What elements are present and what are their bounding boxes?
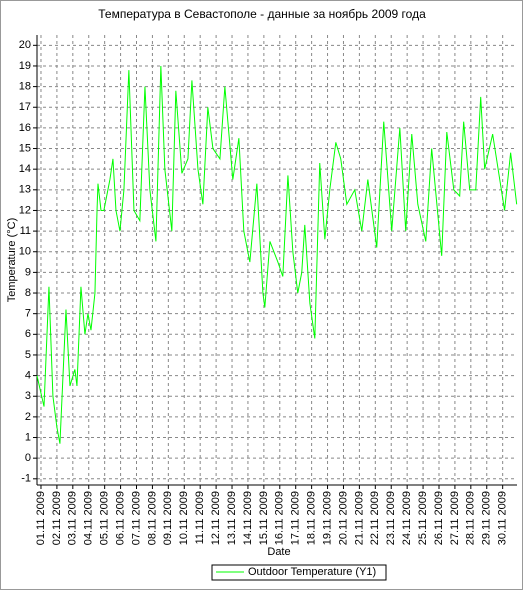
x-tick-label: 22.11 2009 bbox=[369, 491, 381, 545]
x-tick-label: 23.11 2009 bbox=[385, 491, 397, 545]
y-tick-label: 19 bbox=[19, 60, 31, 72]
x-tick-label: 05.11 2009 bbox=[99, 491, 111, 545]
y-tick-label: 2 bbox=[25, 411, 31, 423]
x-tick-label: 17.11 2009 bbox=[290, 491, 302, 545]
chart-title: Температура в Севастополе - данные за но… bbox=[98, 7, 426, 21]
y-tick-label: 0 bbox=[25, 452, 31, 464]
x-tick-label: 14.11 2009 bbox=[242, 491, 254, 545]
y-tick-label: 16 bbox=[19, 122, 31, 134]
x-tick-label: 08.11 2009 bbox=[146, 491, 158, 545]
x-tick-label: 28.11 2009 bbox=[465, 491, 477, 545]
x-tick-label: 24.11 2009 bbox=[401, 491, 413, 545]
y-tick-label: 9 bbox=[25, 266, 31, 278]
y-tick-label: 10 bbox=[19, 246, 31, 258]
data-line bbox=[36, 65, 518, 444]
x-tick-label: 07.11 2009 bbox=[130, 491, 142, 545]
y-tick-label: 5 bbox=[25, 349, 31, 361]
x-tick-label: 15.11 2009 bbox=[258, 491, 270, 545]
y-tick-label: 1 bbox=[25, 431, 31, 443]
y-tick-label: 20 bbox=[19, 39, 31, 51]
y-tick-label: 6 bbox=[25, 328, 31, 340]
y-tick-label: 17 bbox=[19, 101, 31, 113]
y-tick-label: 15 bbox=[19, 142, 31, 154]
x-tick-label: 27.11 2009 bbox=[449, 491, 461, 545]
y-axis-label: Temperature (°C) bbox=[6, 218, 18, 302]
y-tick-label: 4 bbox=[25, 370, 31, 382]
y-tick-label: 3 bbox=[25, 390, 31, 402]
x-tick-label: 30.11 2009 bbox=[497, 491, 509, 545]
x-tick-label: 29.11 2009 bbox=[481, 491, 493, 545]
y-tick-label: 8 bbox=[25, 287, 31, 299]
y-tick-label: 13 bbox=[19, 184, 31, 196]
y-tick-label: 18 bbox=[19, 81, 31, 93]
x-tick-label: 02.11 2009 bbox=[51, 491, 63, 545]
x-tick-label: 11.11 2009 bbox=[194, 491, 206, 544]
x-tick-label: 21.11 2009 bbox=[353, 491, 365, 545]
y-tick-label: 14 bbox=[19, 163, 31, 175]
x-tick-label: 04.11 2009 bbox=[83, 491, 95, 545]
y-tick-label: -1 bbox=[21, 473, 31, 485]
x-tick-label: 06.11 2009 bbox=[114, 491, 126, 545]
x-axis-label: Date bbox=[267, 546, 290, 558]
x-tick-label: 18.11 2009 bbox=[306, 491, 318, 545]
legend-label: Outdoor Temperature (Y1) bbox=[248, 566, 376, 578]
x-tick-label: 12.11 2009 bbox=[210, 491, 222, 545]
x-tick-label: 03.11 2009 bbox=[67, 491, 79, 545]
x-tick-label: 13.11 2009 bbox=[226, 491, 238, 545]
x-tick-label: 25.11 2009 bbox=[417, 491, 429, 545]
x-tick-label: 10.11 2009 bbox=[178, 491, 190, 545]
y-tick-label: 7 bbox=[25, 308, 31, 320]
y-tick-label: 11 bbox=[20, 225, 31, 237]
x-tick-label: 16.11 2009 bbox=[274, 491, 286, 545]
legend-box bbox=[211, 564, 387, 581]
x-tick-label: 26.11 2009 bbox=[433, 491, 445, 545]
x-tick-label: 20.11 2009 bbox=[337, 491, 349, 545]
x-tick-label: 09.11 2009 bbox=[162, 491, 174, 545]
x-tick-label: 01.11 2009 bbox=[35, 491, 47, 545]
y-tick-label: 12 bbox=[19, 204, 31, 216]
x-tick-label: 19.11 2009 bbox=[321, 491, 333, 545]
